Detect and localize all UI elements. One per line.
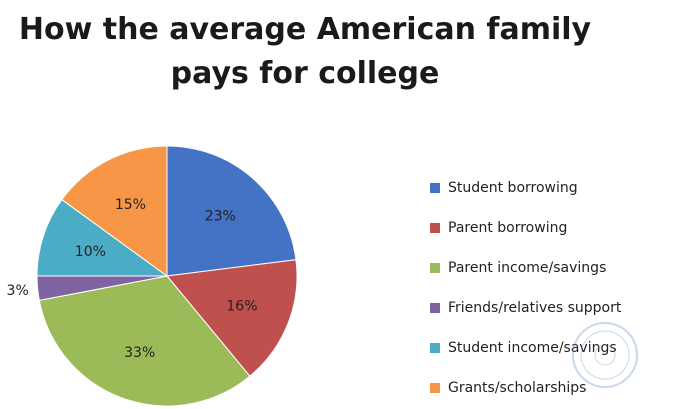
legend-label: Grants/scholarships bbox=[448, 380, 587, 396]
chart-title-line-2: pays for college bbox=[170, 56, 440, 91]
legend-swatch bbox=[430, 263, 440, 273]
legend-item-parent-income-savings: Parent income/savings bbox=[430, 248, 670, 288]
pie-slice-student-income-savings bbox=[36, 198, 169, 277]
legend-label: Friends/relatives support bbox=[448, 300, 622, 316]
legend-swatch bbox=[430, 343, 440, 353]
legend-item-grants-scholarships: Grants/scholarships bbox=[430, 368, 670, 408]
pie-slice-parent-borrowing bbox=[166, 259, 298, 377]
data-label-student-borrowing: 23% bbox=[205, 209, 236, 225]
legend-swatch bbox=[430, 223, 440, 233]
data-label-parent-income-savings: 33% bbox=[124, 345, 155, 361]
data-label-student-income-savings: 10% bbox=[75, 244, 106, 260]
chart-legend: Student borrowing Parent borrowing Paren… bbox=[430, 168, 670, 408]
legend-label: Student borrowing bbox=[448, 180, 578, 196]
chart-title-line-1: How the average American family bbox=[18, 12, 592, 47]
pie-slice-student-borrowing bbox=[166, 145, 297, 277]
data-label-parent-borrowing: 16% bbox=[226, 299, 257, 315]
legend-label: Parent income/savings bbox=[448, 260, 607, 276]
legend-swatch bbox=[430, 383, 440, 393]
pie-slice-grants-scholarships bbox=[61, 145, 168, 277]
legend-item-student-borrowing: Student borrowing bbox=[430, 168, 670, 208]
legend-item-parent-borrowing: Parent borrowing bbox=[430, 208, 670, 248]
legend-label: Student income/savings bbox=[448, 340, 617, 356]
legend-item-student-income-savings: Student income/savings bbox=[430, 328, 670, 368]
data-label-friends-relatives-support: 3% bbox=[7, 283, 29, 299]
watermark-stamp-icon bbox=[572, 322, 638, 388]
legend-label: Parent borrowing bbox=[448, 220, 568, 236]
legend-item-friends-relatives-support: Friends/relatives support bbox=[430, 288, 670, 328]
legend-swatch bbox=[430, 183, 440, 193]
pie-slice-parent-income-savings bbox=[38, 275, 251, 407]
data-label-grants-scholarships: 15% bbox=[115, 197, 146, 213]
chart-title: How the average American family pays for… bbox=[0, 8, 610, 96]
legend-swatch bbox=[430, 303, 440, 313]
